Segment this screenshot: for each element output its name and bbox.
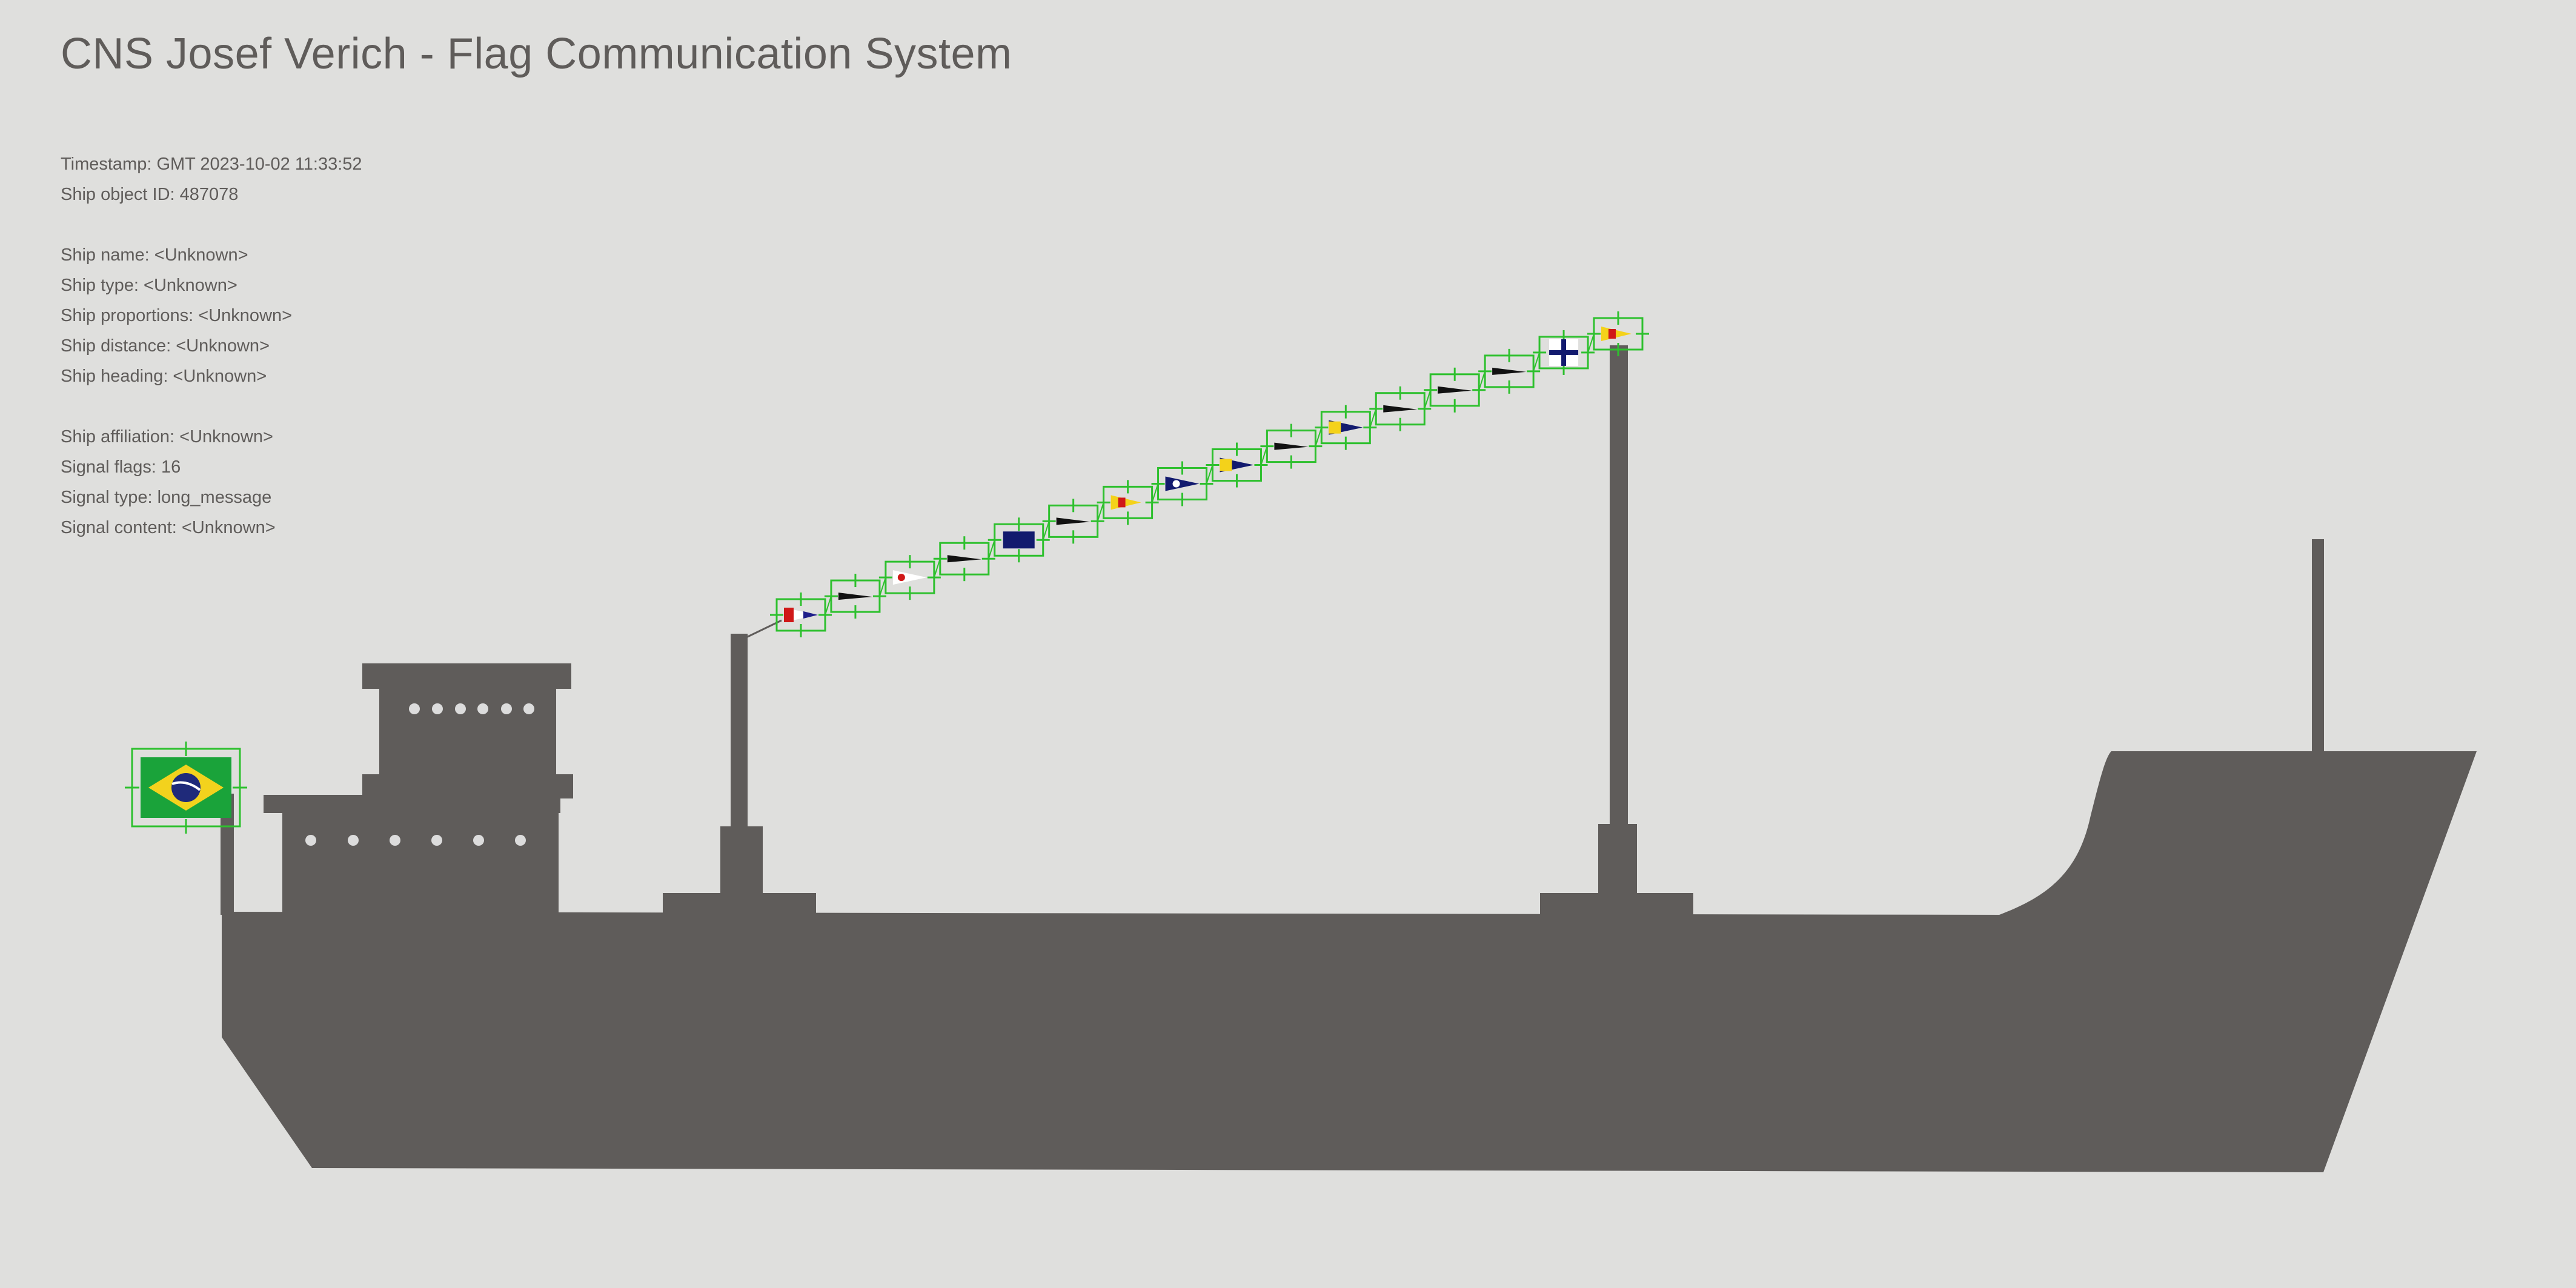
- ship-heading-text: Ship heading: <Unknown>: [61, 367, 267, 386]
- ship-type-text: Ship type: <Unknown>: [61, 276, 237, 295]
- halyard-segment: [1151, 483, 1159, 503]
- yellow-red-pennant-icon: [1097, 480, 1159, 525]
- halyard-segment: [1042, 521, 1050, 540]
- stern-flagpole: [221, 794, 234, 915]
- halyard-segment: [933, 558, 941, 578]
- halyard-segment: [825, 596, 832, 616]
- ship-name-text: Ship name: <Unknown>: [61, 245, 248, 265]
- ship-affiliation-text: Ship affiliation: <Unknown>: [61, 427, 273, 446]
- signal-flags-count-text: Signal flags: 16: [61, 457, 181, 477]
- ship-proportions-text: Ship proportions: <Unknown>: [61, 306, 293, 325]
- signal-halyard: [746, 619, 782, 639]
- upper-deck-overhang: [362, 663, 571, 689]
- ship-distance-text: Ship distance: <Unknown>: [61, 336, 270, 356]
- black-pennant-icon: [824, 574, 886, 619]
- black-pennant-icon: [1424, 367, 1486, 413]
- signal-type-text: Signal type: long_message: [61, 488, 272, 507]
- black-pennant-icon: [1042, 499, 1104, 544]
- yellow-blue-pennant-icon: [1206, 442, 1268, 488]
- superstructure-lower: [282, 803, 559, 915]
- black-pennant-icon: [1369, 386, 1432, 431]
- black-pennant-icon: [1478, 348, 1541, 394]
- ship-info-panel: Timestamp: GMT 2023-10-02 11:33:52 Ship …: [61, 149, 362, 543]
- brazil-flag-icon: [125, 742, 247, 834]
- signal-content-text: Signal content: <Unknown>: [61, 518, 276, 537]
- page-title: CNS Josef Verich - Flag Communication Sy…: [61, 30, 1012, 78]
- ship-hull: [222, 751, 2477, 1172]
- halyard-segment: [1315, 427, 1323, 446]
- forward-mast-base: [663, 893, 816, 915]
- yellow-red-pennant-icon: [1587, 311, 1649, 356]
- halyard-segment: [1206, 465, 1213, 484]
- mid-deck-overhang: [362, 774, 573, 798]
- halyard-segment: [1369, 408, 1377, 428]
- blue-flag-icon: [988, 517, 1050, 563]
- ship-windows: [305, 703, 534, 846]
- halyard-segment: [1587, 333, 1595, 353]
- halyard-segment: [1097, 502, 1104, 522]
- timestamp-text: Timestamp: GMT 2023-10-02 11:33:52: [61, 154, 362, 174]
- halyard-segment: [1533, 352, 1541, 372]
- main-mast: [1610, 345, 1628, 826]
- halyard-segment: [878, 577, 886, 597]
- ship-object-id-text: Ship object ID: 487078: [61, 185, 239, 204]
- blue-white-dot-pennant-icon: [1151, 461, 1213, 506]
- white-red-dot-pennant-icon: [878, 555, 941, 600]
- black-pennant-icon: [933, 536, 995, 582]
- halyard-segment: [1260, 446, 1268, 465]
- forward-mast: [731, 634, 748, 829]
- forward-mast-housing: [720, 826, 763, 894]
- ship-silhouette: [221, 345, 2477, 1172]
- halyard-segment: [988, 539, 995, 559]
- red-white-blue-pennant-icon: [770, 593, 832, 637]
- main-mast-housing: [1598, 824, 1637, 894]
- black-pennant-icon: [1260, 423, 1323, 469]
- blue-cross-flag-icon: [1533, 330, 1595, 375]
- halyard-segment: [1478, 371, 1486, 391]
- bow-mast: [2312, 539, 2324, 752]
- main-mast-base: [1540, 893, 1693, 915]
- yellow-blue-pennant-icon: [1315, 405, 1377, 450]
- halyard-segment: [1424, 390, 1432, 410]
